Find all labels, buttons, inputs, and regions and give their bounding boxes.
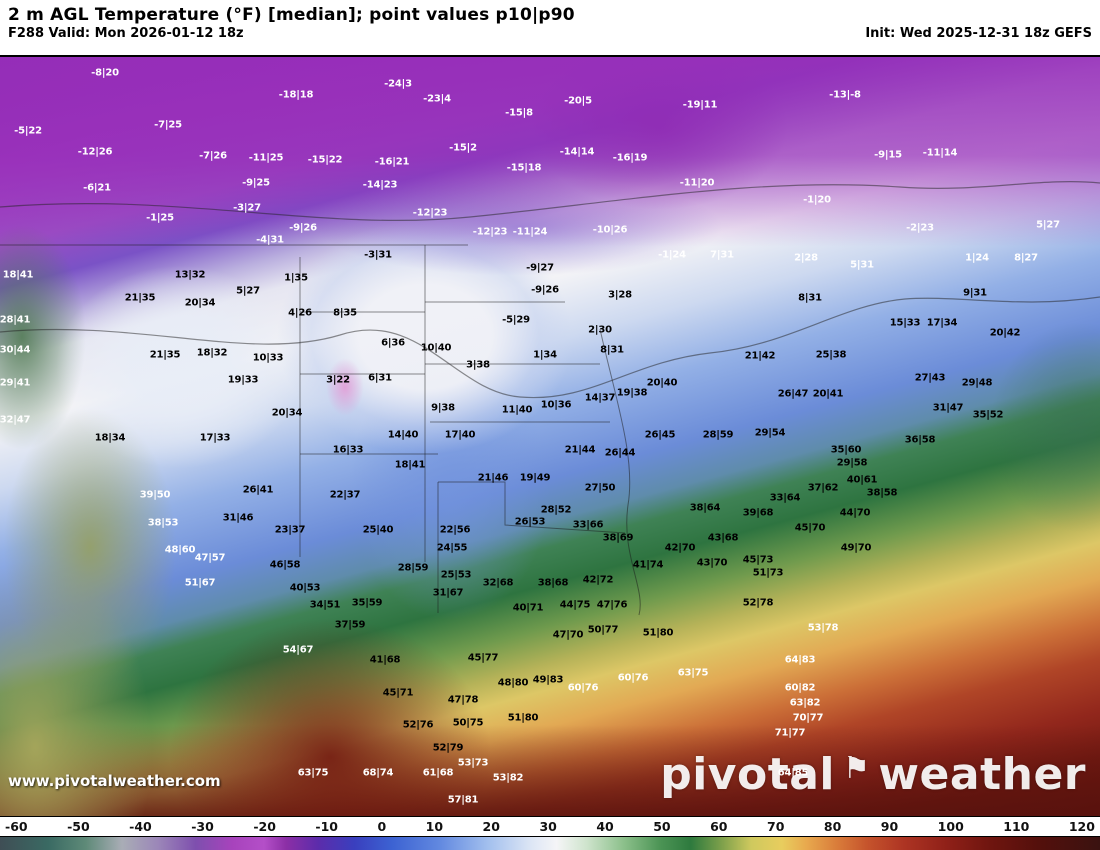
wind-flag-icon: ⚑ [843, 750, 871, 786]
colorbar-tick: -40 [129, 819, 152, 834]
colorbar-tick: 20 [482, 819, 500, 834]
colorbar-tick: 0 [377, 819, 387, 834]
colorbar-gradient [0, 836, 1100, 850]
colorbar-tick: 90 [880, 819, 899, 834]
colorbar: -60 -50 -40 -30 -20 -10 0 10 20 30 40 50 60 70 80 90 100… [0, 817, 1100, 850]
colorbar-tick: -10 [315, 819, 338, 834]
colorbar-tick: 10 [425, 819, 444, 834]
watermark-logo: pivotal ⚑ weather [660, 749, 1086, 800]
colorbar-tick: -50 [67, 819, 90, 834]
colorbar-tick: 120 [1068, 819, 1095, 834]
colorbar-tick: 40 [596, 819, 614, 834]
colorbar-tick: 30 [539, 819, 557, 834]
colorbar-tick: -20 [253, 819, 276, 834]
watermark-url: www.pivotalweather.com [8, 772, 221, 790]
colorbar-tick: -60 [5, 819, 28, 834]
watermark-logo-right: weather [878, 749, 1086, 800]
state-borders-layer [0, 181, 1100, 616]
colorbar-tick: -30 [191, 819, 214, 834]
colorbar-ticks: -60 -50 -40 -30 -20 -10 0 10 20 30 40 50 60 70 80 90 100… [0, 817, 1100, 836]
colorbar-tick: 60 [710, 819, 728, 834]
colorbar-tick: 100 [937, 819, 964, 834]
colorbar-tick: 50 [653, 819, 671, 834]
map-title: 2 m AGL Temperature (°F) [median]; point… [8, 5, 575, 25]
map-header: 2 m AGL Temperature (°F) [median]; point… [0, 0, 1100, 55]
map-canvas[interactable]: www.pivotalweather.com pivotal ⚑ weather [0, 55, 1100, 817]
init-time-label: Init: Wed 2025-12-31 18z GEFS [865, 26, 1092, 41]
colorbar-tick: 80 [823, 819, 842, 834]
valid-time-label: F288 Valid: Mon 2026-01-12 18z [8, 26, 244, 41]
colorbar-tick: 110 [1003, 819, 1030, 834]
colorbar-tick: 70 [767, 819, 785, 834]
watermark-logo-left: pivotal [660, 749, 835, 800]
